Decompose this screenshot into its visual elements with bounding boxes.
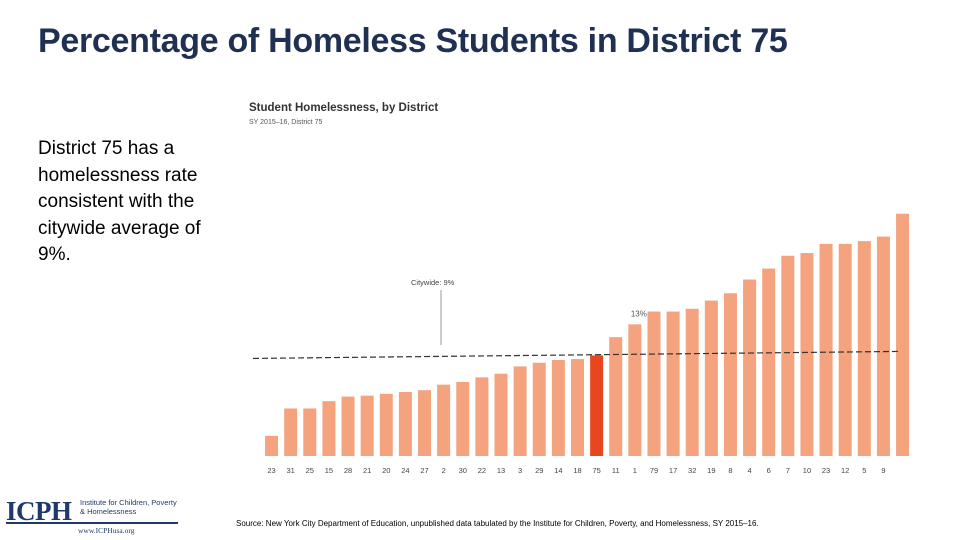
tick-label: 9 — [881, 466, 885, 475]
bar-25 — [303, 408, 317, 456]
slide-body-text: District 75 has a homelessness rate cons… — [38, 138, 201, 265]
logo-rule — [6, 522, 178, 524]
tick-label: 6 — [767, 466, 771, 475]
reference-line-layer: Citywide: 9% — [252, 278, 899, 360]
logo-url: www.ICPHusa.org — [78, 526, 135, 535]
tick-label: 30 — [459, 466, 467, 475]
bar-14 — [551, 360, 565, 456]
logo-name: Institute for Children, Poverty & Homele… — [80, 498, 177, 516]
chart-title: Student Homelessness, by District — [249, 102, 439, 114]
tick-label: 7 — [786, 466, 790, 475]
tick-label: 11 — [612, 466, 620, 475]
bar-22 — [475, 377, 489, 456]
tick-label: 13 — [497, 466, 505, 475]
bar-30 — [456, 381, 470, 456]
bar-4 — [743, 279, 757, 456]
tick-label: 8 — [728, 466, 732, 475]
bar-7 — [781, 255, 795, 456]
tick-label: 25 — [306, 466, 314, 475]
tick-label: 24 — [401, 466, 409, 475]
tick-label: 2 — [442, 466, 446, 475]
tick-label: 18 — [573, 466, 581, 475]
bar-9 — [876, 236, 890, 456]
bar-31 — [284, 408, 298, 456]
tick-label: 5 — [862, 466, 866, 475]
bar-2 — [437, 384, 451, 456]
bar-28 — [341, 396, 355, 456]
bar-undefined — [896, 213, 910, 456]
bar-75 — [590, 355, 604, 456]
tick-label: 75 — [592, 466, 600, 475]
tick-label: 22 — [478, 466, 486, 475]
tick-label: 27 — [420, 466, 428, 475]
bar-6 — [762, 268, 776, 456]
bar-23 — [265, 435, 279, 456]
bar-15 — [322, 401, 336, 456]
tick-label: 1 — [633, 466, 637, 475]
source-note: Source: New York City Department of Educ… — [236, 519, 759, 528]
tick-label: 28 — [344, 466, 352, 475]
tick-label: 32 — [688, 466, 696, 475]
tick-label: 4 — [748, 466, 752, 475]
slide-title: Percentage of Homeless Students in Distr… — [38, 22, 788, 60]
bar-1 — [628, 324, 642, 456]
bar-13 — [494, 373, 508, 456]
data-label: 13% — [631, 309, 647, 318]
tick-label: 29 — [535, 466, 543, 475]
tick-label: 14 — [554, 466, 562, 475]
tick-label: 10 — [803, 466, 811, 475]
tick-label: 17 — [669, 466, 677, 475]
tick-label: 3 — [518, 466, 522, 475]
bar-3 — [513, 366, 527, 456]
bar-20 — [379, 393, 393, 456]
tick-label: 15 — [325, 466, 333, 475]
chart-subtitle: SY 2015–16, District 75 — [249, 119, 323, 126]
bar-11 — [609, 337, 623, 456]
tick-labels-layer: 23 31 25 15 28 21 20 24 27 2 30 22 13 3 29 14 18 75 11 113%… — [267, 309, 885, 475]
tick-label: 12 — [841, 466, 849, 475]
tick-label: 21 — [363, 466, 371, 475]
bar-12 — [838, 243, 852, 456]
tick-label: 23 — [267, 466, 275, 475]
bar-79 — [647, 311, 661, 456]
bar-10 — [800, 253, 814, 456]
reference-line-label: Citywide: 9% — [411, 278, 455, 287]
bar-24 — [398, 392, 412, 456]
bar-32 — [685, 308, 699, 456]
logo-mark: ICPH — [6, 496, 72, 526]
tick-label: 23 — [822, 466, 830, 475]
bar-8 — [723, 293, 737, 456]
bar-17 — [666, 311, 680, 456]
bar-21 — [360, 395, 374, 456]
bar-29 — [532, 362, 546, 456]
icph-logo: ICPH Institute for Children, Poverty & H… — [6, 496, 181, 536]
bar-5 — [857, 241, 871, 456]
bar-19 — [704, 300, 718, 456]
tick-label: 31 — [287, 466, 295, 475]
bar-27 — [418, 390, 432, 456]
bars-layer — [265, 213, 910, 456]
tick-label: 19 — [707, 466, 715, 475]
tick-label: 20 — [382, 466, 390, 475]
bar-23 — [819, 243, 833, 456]
bar-18 — [570, 359, 585, 456]
tick-label: 79 — [650, 466, 658, 475]
